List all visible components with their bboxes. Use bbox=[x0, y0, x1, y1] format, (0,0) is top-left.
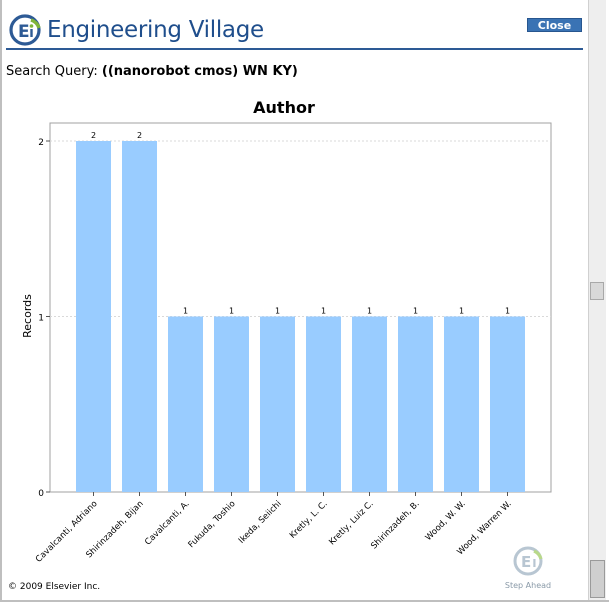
ei-logo-icon: E bbox=[9, 14, 41, 46]
bar bbox=[76, 141, 111, 492]
y-tick-label: 1 bbox=[38, 314, 44, 324]
x-tick-label: Ikeda, Seiichi bbox=[237, 499, 284, 546]
bar-value-label: 2 bbox=[91, 131, 96, 140]
y-axis-label: Records bbox=[21, 294, 34, 338]
window-frame-bottom bbox=[0, 600, 609, 602]
x-tick-label: Shirinzadeh, B. bbox=[369, 499, 421, 551]
search-query-label: Search Query: bbox=[6, 64, 98, 79]
x-tick-label: Kretly, L. C. bbox=[288, 499, 330, 541]
x-tick-label: Fukuda, Toshio bbox=[187, 499, 238, 550]
search-query: Search Query: ((nanorobot cmos) WN KY) bbox=[6, 64, 298, 79]
bar bbox=[214, 316, 249, 492]
y-tick-label: 0 bbox=[38, 489, 44, 499]
brand-name: Engineering Village bbox=[47, 17, 264, 43]
step-ahead-logo: E Step Ahead bbox=[503, 545, 553, 593]
bar bbox=[122, 141, 157, 492]
chart-title: Author bbox=[253, 98, 315, 117]
bar bbox=[306, 316, 341, 492]
svg-text:E: E bbox=[521, 553, 531, 571]
bar bbox=[398, 316, 433, 492]
window-frame-left bbox=[0, 0, 2, 602]
close-button[interactable]: Close bbox=[527, 18, 582, 32]
scrollbar-thumb[interactable] bbox=[590, 560, 605, 598]
bar bbox=[490, 316, 525, 492]
bar-value-label: 1 bbox=[275, 307, 280, 316]
bar-value-label: 1 bbox=[367, 307, 372, 316]
x-tick-label: Cavalcanti, A. bbox=[143, 499, 191, 547]
bar-value-label: 1 bbox=[413, 307, 418, 316]
x-tick-label: Kretly, Luiz C. bbox=[327, 499, 375, 547]
bar-value-label: 1 bbox=[459, 307, 464, 316]
step-ahead-tagline: Step Ahead bbox=[504, 581, 552, 590]
bar bbox=[168, 316, 203, 492]
bar-value-label: 1 bbox=[183, 307, 188, 316]
bar-value-label: 1 bbox=[229, 307, 234, 316]
y-tick-label: 2 bbox=[38, 138, 44, 148]
bar bbox=[444, 316, 479, 492]
svg-text:E: E bbox=[18, 22, 30, 42]
bar-value-label: 1 bbox=[505, 307, 510, 316]
vertical-scrollbar[interactable] bbox=[588, 0, 606, 600]
engineering-village-logo: E Engineering Village bbox=[9, 12, 264, 48]
copyright-text: © 2009 Elsevier Inc. bbox=[8, 582, 101, 592]
bar bbox=[260, 316, 295, 492]
search-query-value: ((nanorobot cmos) WN KY) bbox=[101, 64, 298, 79]
bar-value-label: 1 bbox=[321, 307, 326, 316]
bar bbox=[352, 316, 387, 492]
bar-value-label: 2 bbox=[137, 131, 142, 140]
header-divider bbox=[6, 48, 583, 50]
ei-watermark-icon: E bbox=[513, 546, 543, 576]
scrollbar-grip[interactable] bbox=[590, 282, 604, 300]
x-tick-label: Wood, W. W. bbox=[424, 499, 468, 543]
